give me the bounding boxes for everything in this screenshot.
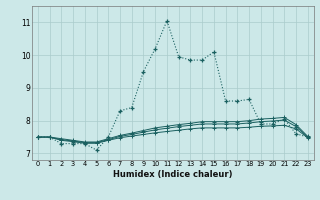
X-axis label: Humidex (Indice chaleur): Humidex (Indice chaleur): [113, 170, 233, 179]
